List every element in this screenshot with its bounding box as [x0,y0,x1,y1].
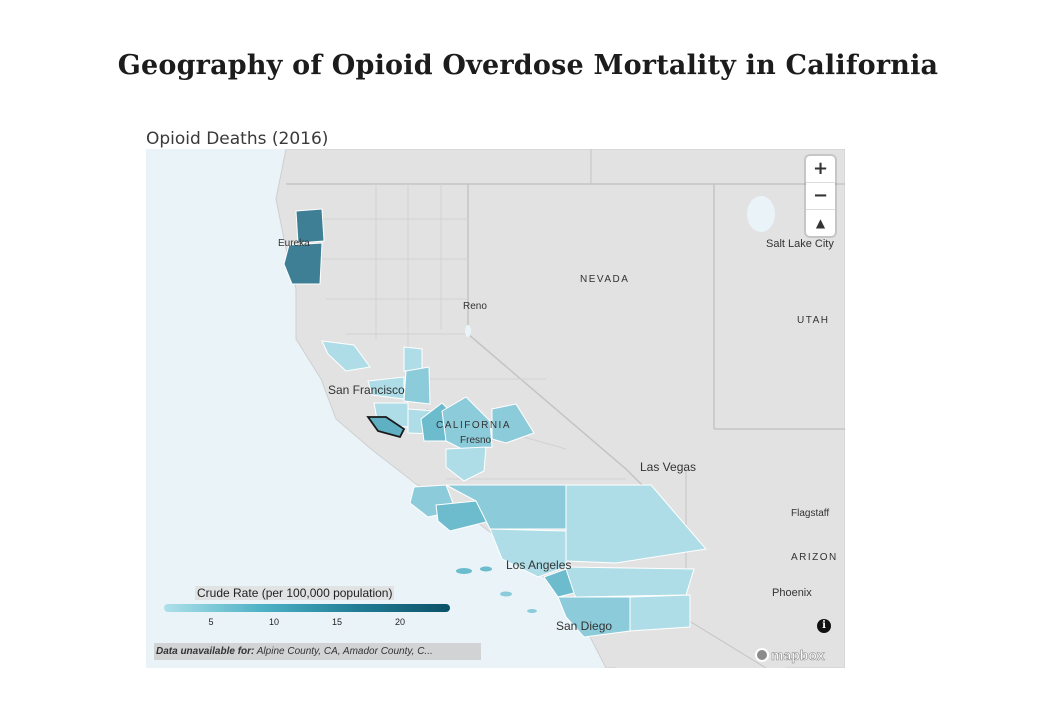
info-icon[interactable]: i [817,619,831,633]
map-viewport[interactable]: Eureka Reno NEVADA UTAH Salt Lake City S… [146,149,845,668]
place-label-las-vegas: Las Vegas [640,460,696,474]
lake-tahoe [465,325,471,337]
legend-title: Crude Rate (per 100,000 population) [195,586,395,600]
county-ventura[interactable] [435,500,491,532]
mapbox-wordmark: mapbox [771,647,825,664]
county-imperial[interactable] [629,594,691,632]
channel-island [480,566,492,572]
county-riverside[interactable] [563,566,695,598]
county-del-norte[interactable] [295,208,325,244]
mapbox-logo[interactable]: mapbox [755,645,825,665]
county-fresno[interactable] [441,396,493,450]
zoom-out-button[interactable]: − [806,183,835,210]
place-label-arizona: ARIZON [791,552,838,563]
place-label-utah: UTAH [797,315,829,326]
county-santa-cruz[interactable] [366,416,406,439]
county-yuba[interactable] [403,346,423,372]
data-unavailable-label: Data unavailable for: [156,646,255,657]
legend-tick: 20 [394,617,406,627]
legend-color-ramp [164,604,450,612]
land-baja [616,632,786,668]
county-kings-kern-north[interactable] [445,446,487,482]
channel-island [527,609,537,613]
legend-tick: 15 [331,617,343,627]
zoom-control: + − ▲ [806,156,835,236]
county-solano[interactable] [367,376,405,400]
legend-tick: 5 [208,617,214,627]
place-label-san-francisco: San Francisco [328,383,405,397]
place-label-california: CALIFORNIA [436,420,511,431]
map-canvas[interactable]: Eureka Reno NEVADA UTAH Salt Lake City S… [146,149,845,668]
mapbox-mark-icon [755,648,769,662]
zoom-in-button[interactable]: + [806,156,835,183]
map-title: Opioid Deaths (2016) [146,129,329,149]
county-tulare[interactable] [491,403,535,444]
place-label-salt-lake-city: Salt Lake City [766,238,834,250]
county-los-angeles[interactable] [489,528,567,578]
place-label-los-angeles: Los Angeles [506,558,571,572]
county-san-diego[interactable] [557,596,631,638]
page-title: Geography of Opioid Overdose Mortality i… [117,50,939,81]
county-humboldt[interactable] [283,242,323,285]
place-label-reno: Reno [463,301,487,312]
county-shapes[interactable] [283,208,707,638]
place-label-phoenix: Phoenix [772,587,812,599]
place-label-nevada: NEVADA [580,274,629,285]
channel-island [500,591,512,597]
county-lake[interactable] [321,340,371,372]
legend-tick: 10 [268,617,280,627]
compass-button[interactable]: ▲ [815,216,826,230]
county-orange[interactable] [543,568,575,598]
place-label-san-diego: San Diego [556,619,612,633]
place-label-fresno: Fresno [460,435,492,446]
place-label-flagstaff: Flagstaff [791,508,829,519]
great-salt-lake [747,196,775,232]
county-kern[interactable] [445,484,567,530]
channel-island [456,568,472,574]
data-unavailable-note: Data unavailable for: Alpine County, CA,… [154,643,481,660]
data-unavailable-list: Alpine County, CA, Amador County, C... [254,646,433,657]
county-sacramento[interactable] [403,366,431,405]
place-label-eureka: Eureka [278,238,310,249]
